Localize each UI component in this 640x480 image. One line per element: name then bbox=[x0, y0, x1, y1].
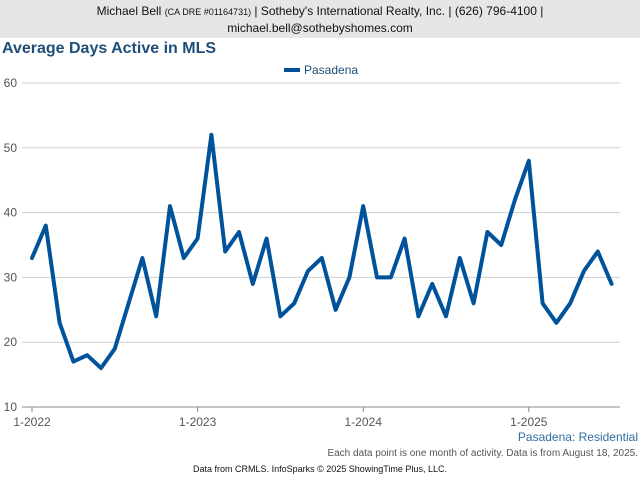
agent-contact-bar: Michael Bell (CA DRE #01164731) | Sotheb… bbox=[0, 0, 640, 38]
y-tick-label: 10 bbox=[4, 400, 18, 414]
agent-email[interactable]: michael.bell@sothebyshomes.com bbox=[227, 21, 413, 35]
x-tick-label: 1-2022 bbox=[13, 415, 51, 429]
x-tick-label: 1-2024 bbox=[345, 415, 383, 429]
y-tick-label: 60 bbox=[4, 76, 18, 90]
y-tick-label: 40 bbox=[4, 206, 18, 220]
chart-title: Average Days Active in MLS bbox=[2, 40, 217, 57]
legend-label: Pasadena bbox=[304, 63, 358, 77]
series-caption: Pasadena: Residential bbox=[518, 430, 638, 444]
data-credit: Data from CRMLS. InfoSparks © 2025 Showi… bbox=[193, 464, 447, 474]
agent-license: (CA DRE #01164731) bbox=[164, 7, 252, 17]
y-tick-label: 50 bbox=[4, 141, 18, 155]
x-tick-label: 1-2023 bbox=[179, 415, 217, 429]
series-line-pasadena bbox=[30, 132, 614, 371]
agent-name: Michael Bell bbox=[96, 4, 162, 18]
agent-company: | Sotheby's International Realty, Inc. |… bbox=[254, 4, 544, 18]
x-tick-label: 1-2025 bbox=[510, 415, 548, 429]
y-tick-label: 20 bbox=[4, 335, 18, 349]
data-note: Each data point is one month of activity… bbox=[327, 448, 638, 459]
agent-line-1: Michael Bell (CA DRE #01164731) | Sotheb… bbox=[0, 3, 640, 20]
y-tick-label: 30 bbox=[4, 270, 18, 284]
